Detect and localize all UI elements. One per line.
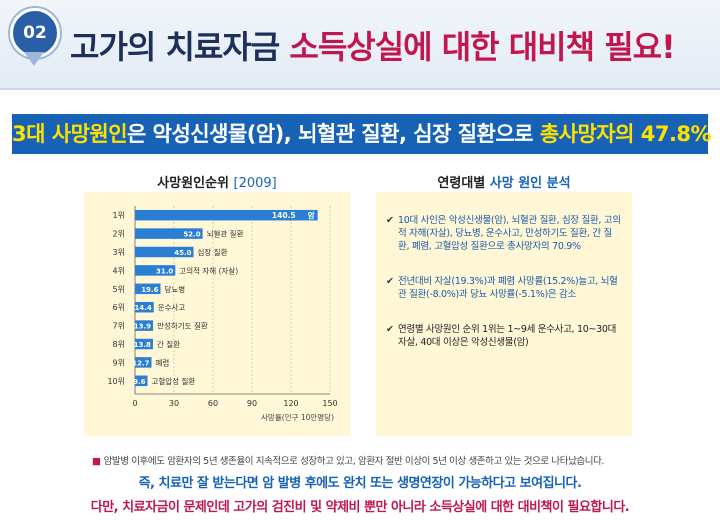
banner-highlight-1: 3대 사망원인 xyxy=(12,122,128,146)
section-number-badge: 02 xyxy=(10,8,60,58)
bar-value-label: 140.5 xyxy=(272,211,296,220)
bar xyxy=(135,338,153,350)
rank-label: 3위 xyxy=(113,248,125,257)
analysis-item: ✔ 10대 사인은 악성신생물(암), 뇌혈관 질환, 심장 질환, 고의적 자해… xyxy=(386,214,622,253)
analysis-heading-highlight: 사망 원인 분석 xyxy=(489,176,571,191)
bar-value-label: 14.4 xyxy=(134,304,151,312)
x-tick-label: 30 xyxy=(169,399,179,408)
footnote: ■ 암발병 이후에도 암환자의 5년 생존율이 지속적으로 성장하고 있고, 암환… xyxy=(92,453,712,467)
chart-heading-year: [2009] xyxy=(233,176,277,191)
bar-value-label: 45.0 xyxy=(174,249,191,257)
bar xyxy=(135,320,154,331)
rank-label: 1위 xyxy=(113,211,125,220)
bar-cause-label: 암 xyxy=(308,210,315,220)
rank-label: 5위 xyxy=(113,285,125,294)
bar-cause-label: 당뇨병 xyxy=(164,284,185,294)
analysis-item-text: 연령별 사망원인 순위 1위는 1~9세 운수사고, 10~30대 자살, 40… xyxy=(398,324,617,348)
page-title: 고가의 치료자금 소득상실에 대한 대비책 필요! xyxy=(70,22,676,68)
bar-cause-label: 간 질환 xyxy=(157,339,180,349)
analysis-heading: 연령대별 사망 원인 분석 xyxy=(376,172,632,191)
rank-label: 4위 xyxy=(113,266,125,275)
bar-value-label: 9.6 xyxy=(133,378,146,386)
conclusion-line-1: 즉, 치료만 잘 받는다면 암 발병 후에도 완치 또는 생명연장이 가능하다고… xyxy=(138,476,582,491)
rank-label: 2위 xyxy=(113,230,125,239)
bar-cause-label: 심장 질환 xyxy=(198,247,228,257)
bar-value-label: 31.0 xyxy=(156,267,173,275)
chart-heading-text: 사망원인순위 xyxy=(157,176,234,191)
chart-heading: 사망원인순위 [2009] xyxy=(84,172,350,191)
rank-label: 8위 xyxy=(113,340,125,349)
analysis-item: ✔ 연령별 사망원인 순위 1위는 1~9세 운수사고, 10~30대 자살, 4… xyxy=(386,323,622,349)
rank-label: 7위 xyxy=(113,322,125,331)
header-band xyxy=(0,0,720,90)
bar xyxy=(135,301,154,313)
x-axis-title: 사망률(인구 10만명당) xyxy=(261,412,334,422)
title-part-1: 고가의 치료자금 xyxy=(70,28,290,66)
analysis-heading-text: 연령대별 xyxy=(437,176,490,191)
bar-cause-label: 고의적 자해 (자살) xyxy=(179,265,238,275)
x-tick-label: 120 xyxy=(283,399,298,408)
bar xyxy=(135,283,161,295)
analysis-panel xyxy=(376,192,632,436)
bar xyxy=(135,265,176,276)
death-cause-bar-chart: 0 30 60 90 120 150 1위 140.5 암 2위 52.0 뇌혈관 질환 3위 45.0 심… xyxy=(107,206,338,422)
bar xyxy=(135,246,194,258)
banner-text: 은 악성신생물(암), 뇌혈관 질환, 심장 질환으로 xyxy=(127,122,540,146)
bar-cause-label: 폐렴 xyxy=(156,357,170,367)
bar xyxy=(135,375,148,387)
analysis-item-text: 전년대비 자살(19.3%)과 폐렴 사망률(15.2%)늘고, 뇌혈관 질환(… xyxy=(398,276,618,300)
footnote-text: 암발병 이후에도 암환자의 5년 생존율이 지속적으로 성장하고 있고, 암환자… xyxy=(103,456,605,467)
bar-value-label: 13.8 xyxy=(134,341,151,349)
bullet-square-icon: ■ xyxy=(92,456,101,467)
x-tick-label: 150 xyxy=(322,399,337,408)
rank-label: 9위 xyxy=(113,358,125,367)
banner-highlight-2: 총사망자의 47.8% xyxy=(539,122,712,146)
chart-panel xyxy=(84,192,350,436)
bar-value-label: 52.0 xyxy=(183,231,200,239)
rank-label: 6위 xyxy=(113,303,125,312)
analysis-item: ✔ 전년대비 자살(19.3%)과 폐렴 사망률(15.2%)늘고, 뇌혈관 질환… xyxy=(386,275,622,301)
bar-value-label: 13.9 xyxy=(134,323,151,331)
check-icon: ✔ xyxy=(386,215,394,226)
summary-banner: 3대 사망원인은 악성신생물(암), 뇌혈관 질환, 심장 질환으로 총사망자의… xyxy=(12,114,712,154)
analysis-item-text: 10대 사인은 악성신생물(암), 뇌혈관 질환, 심장 질환, 고의적 자해(… xyxy=(398,215,621,252)
check-icon: ✔ xyxy=(386,276,394,287)
check-icon: ✔ xyxy=(386,324,394,335)
title-part-2: 소득상실에 대한 대비책 필요! xyxy=(289,28,675,66)
bar-value-label: 12.7 xyxy=(132,359,149,367)
bar-cause-label: 운수사고 xyxy=(158,303,186,312)
conclusion-line-2: 다만, 치료자금이 문제인데 고가의 검진비 및 약제비 뿐만 아니라 소득상실… xyxy=(90,500,630,515)
bar-cause-label: 고혈압성 질환 xyxy=(151,376,195,386)
x-tick-label: 60 xyxy=(208,399,218,408)
bar-value-label: 19.6 xyxy=(141,286,158,294)
bar-cause-label: 뇌혈관 질환 xyxy=(207,229,244,239)
rank-label: 10위 xyxy=(107,377,125,386)
analysis-list: ✔ 10대 사인은 악성신생물(암), 뇌혈관 질환, 심장 질환, 고의적 자해… xyxy=(386,214,622,371)
x-tick-label: 0 xyxy=(132,399,137,408)
badge-pin-tail xyxy=(24,52,44,66)
bar-cause-label: 만성하기도 질환 xyxy=(157,321,208,331)
bar xyxy=(135,228,203,239)
bar xyxy=(135,357,152,368)
bar xyxy=(135,209,318,221)
x-tick-label: 90 xyxy=(247,399,257,408)
